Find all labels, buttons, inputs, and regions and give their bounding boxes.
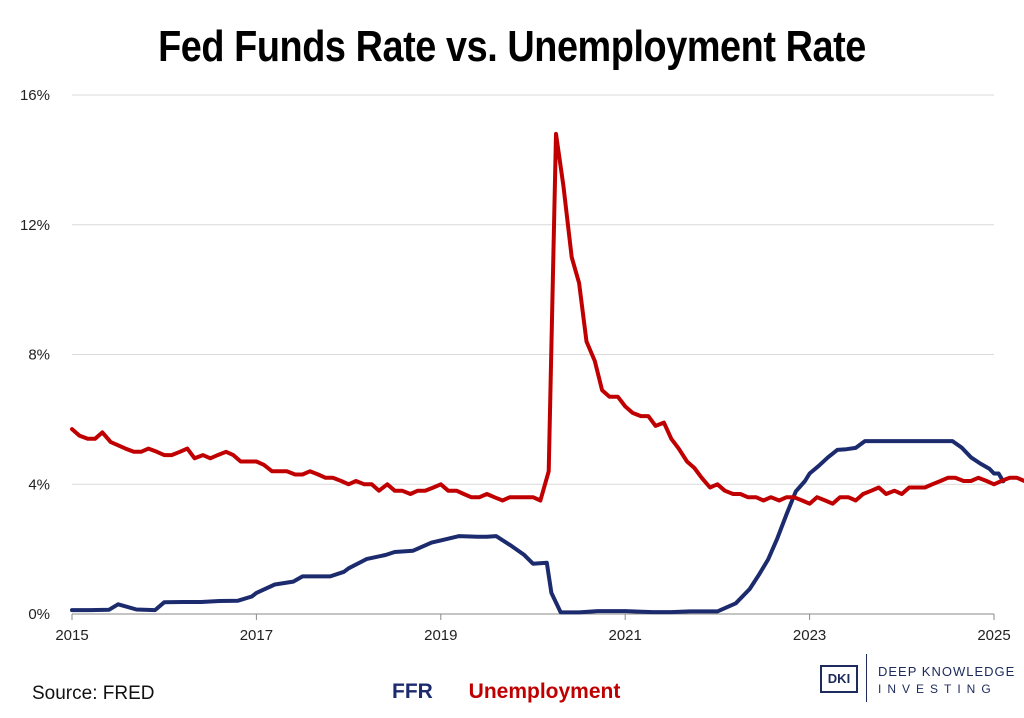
- x-tick-label: 2015: [55, 627, 88, 644]
- y-tick-label: 4%: [28, 476, 50, 493]
- x-tick-label: 2021: [609, 627, 642, 644]
- logo-mark: DKI: [820, 665, 858, 693]
- logo-divider: [866, 654, 867, 702]
- source-note: Source: FRED: [32, 683, 155, 704]
- legend-unemployment: Unemployment: [468, 680, 621, 703]
- legend-ffr: FFR: [392, 680, 433, 703]
- y-tick-label: 12%: [20, 217, 50, 234]
- series-lines: [70, 131, 1024, 615]
- chart-title: Fed Funds Rate vs. Unemployment Rate: [158, 22, 866, 71]
- grid-lines: [71, 94, 995, 620]
- tick-labels: 0% 4% 8% 12% 16% 2015 2017 2019 2021 2023 2025: [20, 87, 1011, 644]
- series-line-ffr: [70, 439, 1006, 615]
- x-tick-label: 2019: [424, 627, 457, 644]
- legend: FFR Unemployment: [392, 680, 650, 704]
- x-tick-label: 2025: [977, 627, 1010, 644]
- logo-line1: DEEP KNOWLEDGE: [878, 664, 1016, 679]
- logo-line2: INVESTING: [878, 682, 997, 696]
- series-line-unemployment: [70, 131, 1024, 506]
- x-tick-label: 2017: [240, 627, 273, 644]
- y-tick-label: 8%: [28, 347, 50, 364]
- x-tick-label: 2023: [793, 627, 826, 644]
- dki-logo: DKI DEEP KNOWLEDGE INVESTING: [820, 652, 1016, 708]
- y-tick-label: 0%: [28, 606, 50, 623]
- y-tick-label: 16%: [20, 87, 50, 104]
